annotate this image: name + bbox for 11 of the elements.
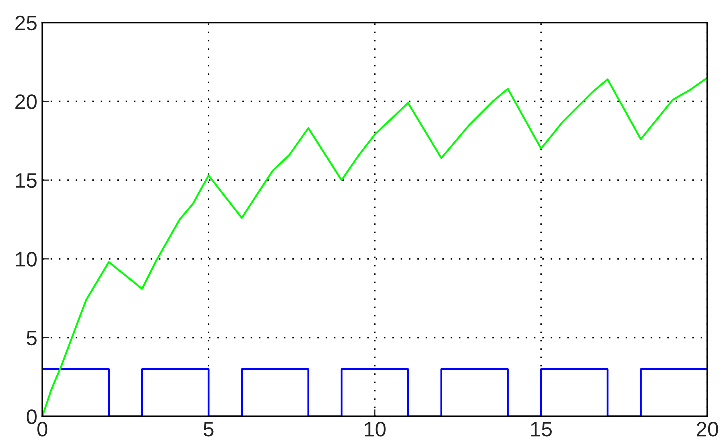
y-tick-label: 15 <box>16 174 37 188</box>
x-tick-label: 15 <box>531 422 552 437</box>
y-tick-label: 25 <box>16 16 37 31</box>
x-tick-label: 20 <box>697 422 718 437</box>
x-tick-label: 10 <box>365 422 386 437</box>
y-tick-label: 20 <box>16 94 37 110</box>
x-tick-label: 0 <box>38 422 48 437</box>
y-tick-label: 0 <box>26 410 37 424</box>
y-tick-label: 10 <box>16 252 37 267</box>
y-tick-label: 5 <box>26 331 37 346</box>
x-tick-label: 5 <box>204 422 214 437</box>
